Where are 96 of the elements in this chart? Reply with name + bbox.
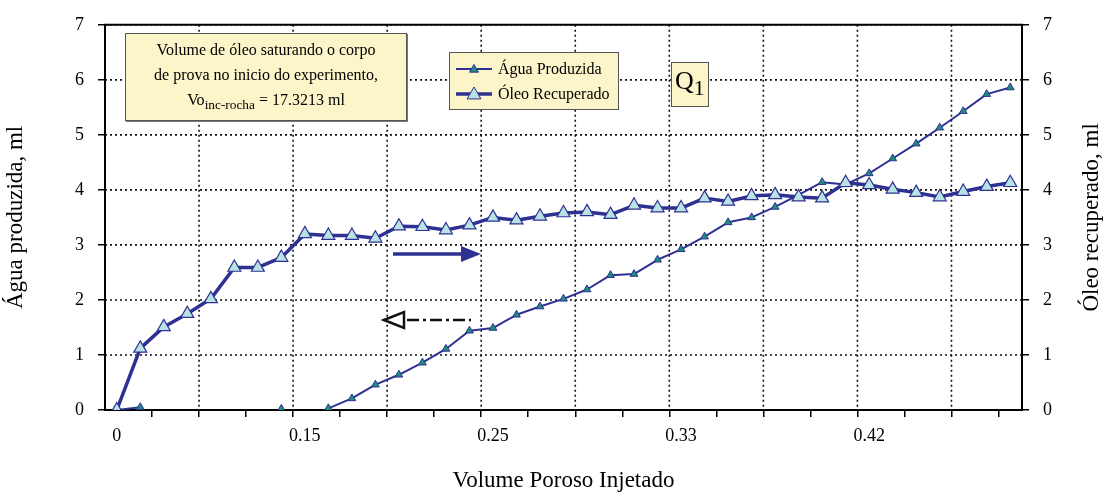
y2-tick-label: 7 bbox=[1043, 13, 1052, 34]
x-tick-label: 0.15 bbox=[289, 424, 321, 445]
point bbox=[441, 343, 451, 352]
x-tick-label: 0 bbox=[112, 424, 122, 445]
y-tick-label: 5 bbox=[75, 123, 84, 144]
point bbox=[982, 89, 992, 97]
point bbox=[888, 153, 898, 162]
point bbox=[321, 227, 336, 240]
point bbox=[770, 201, 780, 210]
point bbox=[932, 188, 947, 202]
legend-label: Óleo Recuperado bbox=[498, 83, 610, 105]
point bbox=[817, 177, 827, 185]
point bbox=[744, 187, 759, 201]
point bbox=[935, 122, 945, 131]
y2-axis-title: Óleo recuperado, ml bbox=[1077, 123, 1104, 312]
point bbox=[488, 323, 498, 331]
point bbox=[603, 206, 618, 219]
point bbox=[371, 379, 380, 388]
point bbox=[438, 221, 454, 235]
x-tick-label: 0.33 bbox=[665, 424, 697, 445]
y2-tick-label: 6 bbox=[1043, 68, 1052, 89]
point bbox=[697, 190, 712, 203]
y2-tick-label: 0 bbox=[1043, 398, 1052, 419]
label-box: Q$_{1}$ bbox=[671, 62, 709, 108]
y2-tick-label: 1 bbox=[1043, 343, 1052, 364]
y2-tick-label: 2 bbox=[1043, 288, 1052, 309]
y-tick-label: 6 bbox=[75, 68, 84, 89]
y-tick-label: 3 bbox=[75, 233, 84, 254]
point bbox=[394, 369, 404, 378]
x-tick-label: 0.42 bbox=[853, 424, 885, 445]
point bbox=[673, 199, 689, 213]
point bbox=[250, 259, 265, 272]
point bbox=[1003, 174, 1018, 188]
point bbox=[579, 203, 595, 217]
point bbox=[532, 208, 548, 221]
point bbox=[180, 305, 195, 319]
point bbox=[582, 284, 592, 293]
legend-label: Água Produzida bbox=[498, 58, 602, 80]
point bbox=[626, 197, 642, 210]
point bbox=[650, 199, 665, 213]
point bbox=[979, 178, 994, 191]
point bbox=[676, 244, 686, 253]
point bbox=[723, 217, 733, 226]
point bbox=[485, 209, 501, 222]
y2-tick-label: 4 bbox=[1043, 178, 1052, 199]
point bbox=[274, 249, 289, 262]
point bbox=[885, 181, 900, 194]
point bbox=[509, 212, 524, 225]
point bbox=[297, 225, 312, 239]
point bbox=[418, 357, 427, 366]
point bbox=[276, 403, 286, 410]
point bbox=[956, 183, 971, 196]
x-tick-label: 0.25 bbox=[477, 424, 509, 445]
y-tick-label: 1 bbox=[75, 343, 84, 364]
point bbox=[135, 402, 145, 410]
y-tick-label: 4 bbox=[75, 178, 84, 199]
point bbox=[862, 176, 877, 190]
point bbox=[203, 290, 218, 304]
y-tick-label: 0 bbox=[75, 398, 84, 419]
x-axis-title: Volume Poroso Injetado bbox=[452, 467, 675, 493]
y2-tick-label: 5 bbox=[1043, 123, 1052, 144]
point bbox=[864, 168, 874, 177]
point bbox=[347, 393, 357, 402]
point bbox=[391, 218, 407, 231]
point bbox=[909, 184, 924, 197]
y2-tick-label: 3 bbox=[1043, 233, 1052, 254]
point bbox=[838, 174, 853, 188]
y-axis-title: Água produzida, ml bbox=[1, 125, 27, 310]
point bbox=[791, 188, 806, 202]
note-box: Volume de óleo saturando o corpo de prova no inicio do experimento, Vo$_{inc-rocha}$ = 17.3213 ml bbox=[125, 33, 407, 122]
point bbox=[559, 293, 568, 302]
point bbox=[629, 269, 639, 277]
point bbox=[653, 254, 662, 263]
point bbox=[958, 106, 968, 114]
point bbox=[747, 212, 756, 221]
point bbox=[415, 218, 430, 232]
point bbox=[512, 309, 521, 318]
point bbox=[156, 318, 171, 332]
point bbox=[700, 231, 709, 240]
point bbox=[606, 270, 615, 278]
point bbox=[721, 193, 736, 206]
point bbox=[465, 325, 474, 334]
y-tick-label: 2 bbox=[75, 288, 84, 309]
point bbox=[911, 138, 921, 147]
point bbox=[462, 217, 477, 230]
y-tick-label: 7 bbox=[75, 13, 84, 34]
point bbox=[535, 301, 545, 310]
point bbox=[815, 190, 830, 203]
point bbox=[227, 259, 242, 272]
point bbox=[133, 340, 148, 353]
point bbox=[344, 227, 359, 240]
point bbox=[768, 186, 783, 200]
point bbox=[323, 403, 333, 410]
point bbox=[368, 230, 383, 243]
point bbox=[556, 204, 571, 218]
point bbox=[1005, 82, 1015, 91]
